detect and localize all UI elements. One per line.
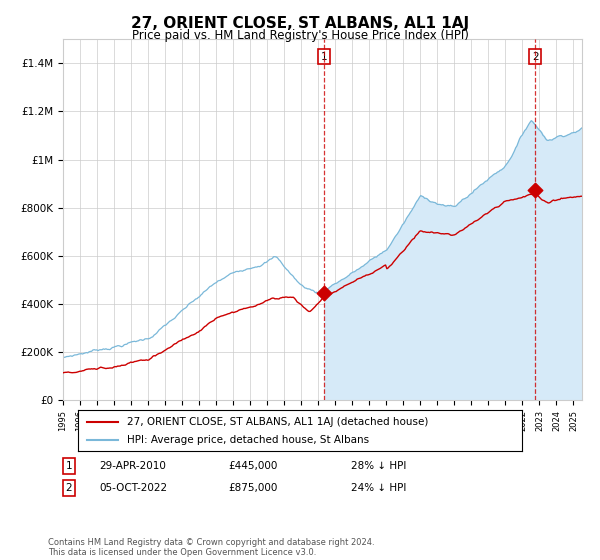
Text: 29-APR-2010: 29-APR-2010 <box>99 461 166 471</box>
Point <box>530 185 540 194</box>
Text: 2: 2 <box>65 483 73 493</box>
Text: 24% ↓ HPI: 24% ↓ HPI <box>351 483 406 493</box>
Text: 05-OCT-2022: 05-OCT-2022 <box>99 483 167 493</box>
Text: £875,000: £875,000 <box>228 483 277 493</box>
Text: Price paid vs. HM Land Registry's House Price Index (HPI): Price paid vs. HM Land Registry's House … <box>131 29 469 42</box>
Text: 27, ORIENT CLOSE, ST ALBANS, AL1 1AJ: 27, ORIENT CLOSE, ST ALBANS, AL1 1AJ <box>131 16 469 31</box>
Text: £445,000: £445,000 <box>228 461 277 471</box>
Text: 1: 1 <box>320 52 327 62</box>
Text: 2: 2 <box>532 52 539 62</box>
Point <box>319 289 329 298</box>
Text: 1: 1 <box>65 461 73 471</box>
Text: HPI: Average price, detached house, St Albans: HPI: Average price, detached house, St A… <box>127 435 369 445</box>
Text: Contains HM Land Registry data © Crown copyright and database right 2024.
This d: Contains HM Land Registry data © Crown c… <box>48 538 374 557</box>
Text: 27, ORIENT CLOSE, ST ALBANS, AL1 1AJ (detached house): 27, ORIENT CLOSE, ST ALBANS, AL1 1AJ (de… <box>127 417 428 427</box>
Text: 28% ↓ HPI: 28% ↓ HPI <box>351 461 406 471</box>
